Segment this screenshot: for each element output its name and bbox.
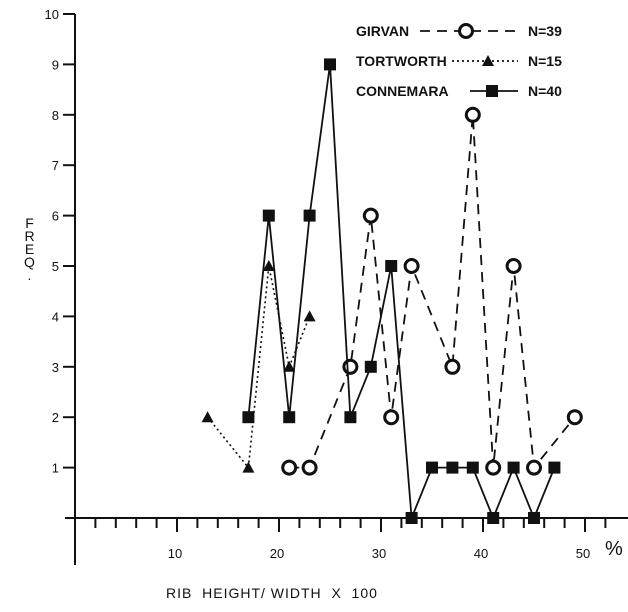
data-point-connemara [528, 512, 540, 524]
legend-marker-tortworth [482, 55, 494, 66]
y-axis-label-char: F [25, 215, 35, 231]
data-point-girvan [383, 409, 400, 426]
series-line-girvan [289, 114, 576, 470]
y-tick-label-2: 2 [52, 410, 59, 425]
data-point-girvan [362, 207, 379, 224]
data-point-connemara [446, 461, 459, 474]
data-point-connemara [405, 512, 418, 524]
x-tick-label-50: 50 [576, 546, 590, 561]
data-point-girvan [505, 258, 522, 274]
legend-label-tortworth: TORTWORTH [356, 53, 447, 69]
data-point-connemara [242, 411, 255, 424]
legend-marker-girvan [458, 23, 474, 39]
data-point-connemara [303, 209, 316, 222]
data-point-tortworth [242, 461, 255, 473]
legend-marker-connemara [486, 85, 498, 97]
data-point-connemara [466, 461, 479, 474]
legend-n-girvan: N=39 [528, 23, 562, 39]
legend-n-connemara: N=40 [528, 83, 562, 99]
y-tick-label-8: 8 [52, 108, 59, 123]
series-layer [201, 58, 583, 524]
series-tortworth [201, 260, 316, 473]
x-tick-label-30: 30 [372, 546, 386, 561]
y-axis-label-char: E [25, 241, 35, 257]
legend-label-connemara: CONNEMARA [356, 83, 449, 99]
y-axis-label-char: R [24, 228, 35, 244]
legend: GIRVAN N=39 TORTWORTH N=15 CONNEMARA N=40 [356, 23, 562, 99]
data-point-girvan [281, 459, 298, 476]
data-point-girvan [444, 358, 461, 375]
x-tick-label-10: 10 [168, 546, 182, 561]
y-tick-label-5: 5 [52, 259, 59, 274]
data-point-girvan [526, 459, 542, 476]
y-tick-label-10: 10 [45, 7, 59, 22]
data-point-connemara [507, 461, 520, 474]
y-axis-label-char: . [28, 267, 33, 283]
y-tick-label-4: 4 [52, 309, 59, 324]
data-point-girvan [485, 459, 502, 476]
x-tick-label-40: 40 [474, 546, 488, 561]
series-girvan [281, 106, 583, 476]
y-axis-label-char: Q [24, 254, 36, 270]
data-point-connemara [283, 411, 296, 424]
axes: 1 2 3 4 5 6 7 8 9 10 10 20 30 40 50 [45, 7, 628, 565]
series-line-connemara [247, 64, 556, 521]
data-point-girvan [566, 409, 583, 426]
legend-label-girvan: GIRVAN [356, 23, 409, 39]
data-point-connemara [324, 58, 336, 71]
y-tick-label-9: 9 [52, 57, 59, 72]
axis-labels: RIB HEIGHT/ WIDTH X 100 % [166, 538, 624, 601]
data-point-connemara [364, 360, 377, 373]
y-tick-label-6: 6 [52, 209, 59, 224]
data-point-tortworth [201, 411, 214, 423]
data-point-connemara [385, 260, 398, 272]
x-axis-label: RIB HEIGHT/ WIDTH X 100 [166, 585, 378, 601]
data-point-tortworth [283, 360, 296, 372]
data-point-girvan [342, 358, 359, 375]
data-point-connemara [426, 461, 438, 474]
data-point-girvan [301, 459, 318, 476]
y-tick-label-3: 3 [52, 360, 59, 375]
data-point-connemara [548, 461, 561, 474]
data-point-girvan [464, 106, 481, 123]
data-point-connemara [344, 411, 357, 424]
data-point-tortworth [262, 260, 275, 271]
x-tick-label-20: 20 [270, 546, 284, 561]
y-tick-label-1: 1 [52, 461, 59, 476]
data-point-girvan [403, 258, 420, 274]
legend-n-tortworth: N=15 [528, 53, 562, 69]
y-tick-label-7: 7 [52, 158, 59, 173]
x-axis-unit: % [605, 538, 624, 560]
data-point-connemara [487, 512, 500, 524]
data-point-connemara [262, 209, 275, 222]
series-connemara [242, 58, 561, 524]
data-point-tortworth [303, 310, 316, 322]
